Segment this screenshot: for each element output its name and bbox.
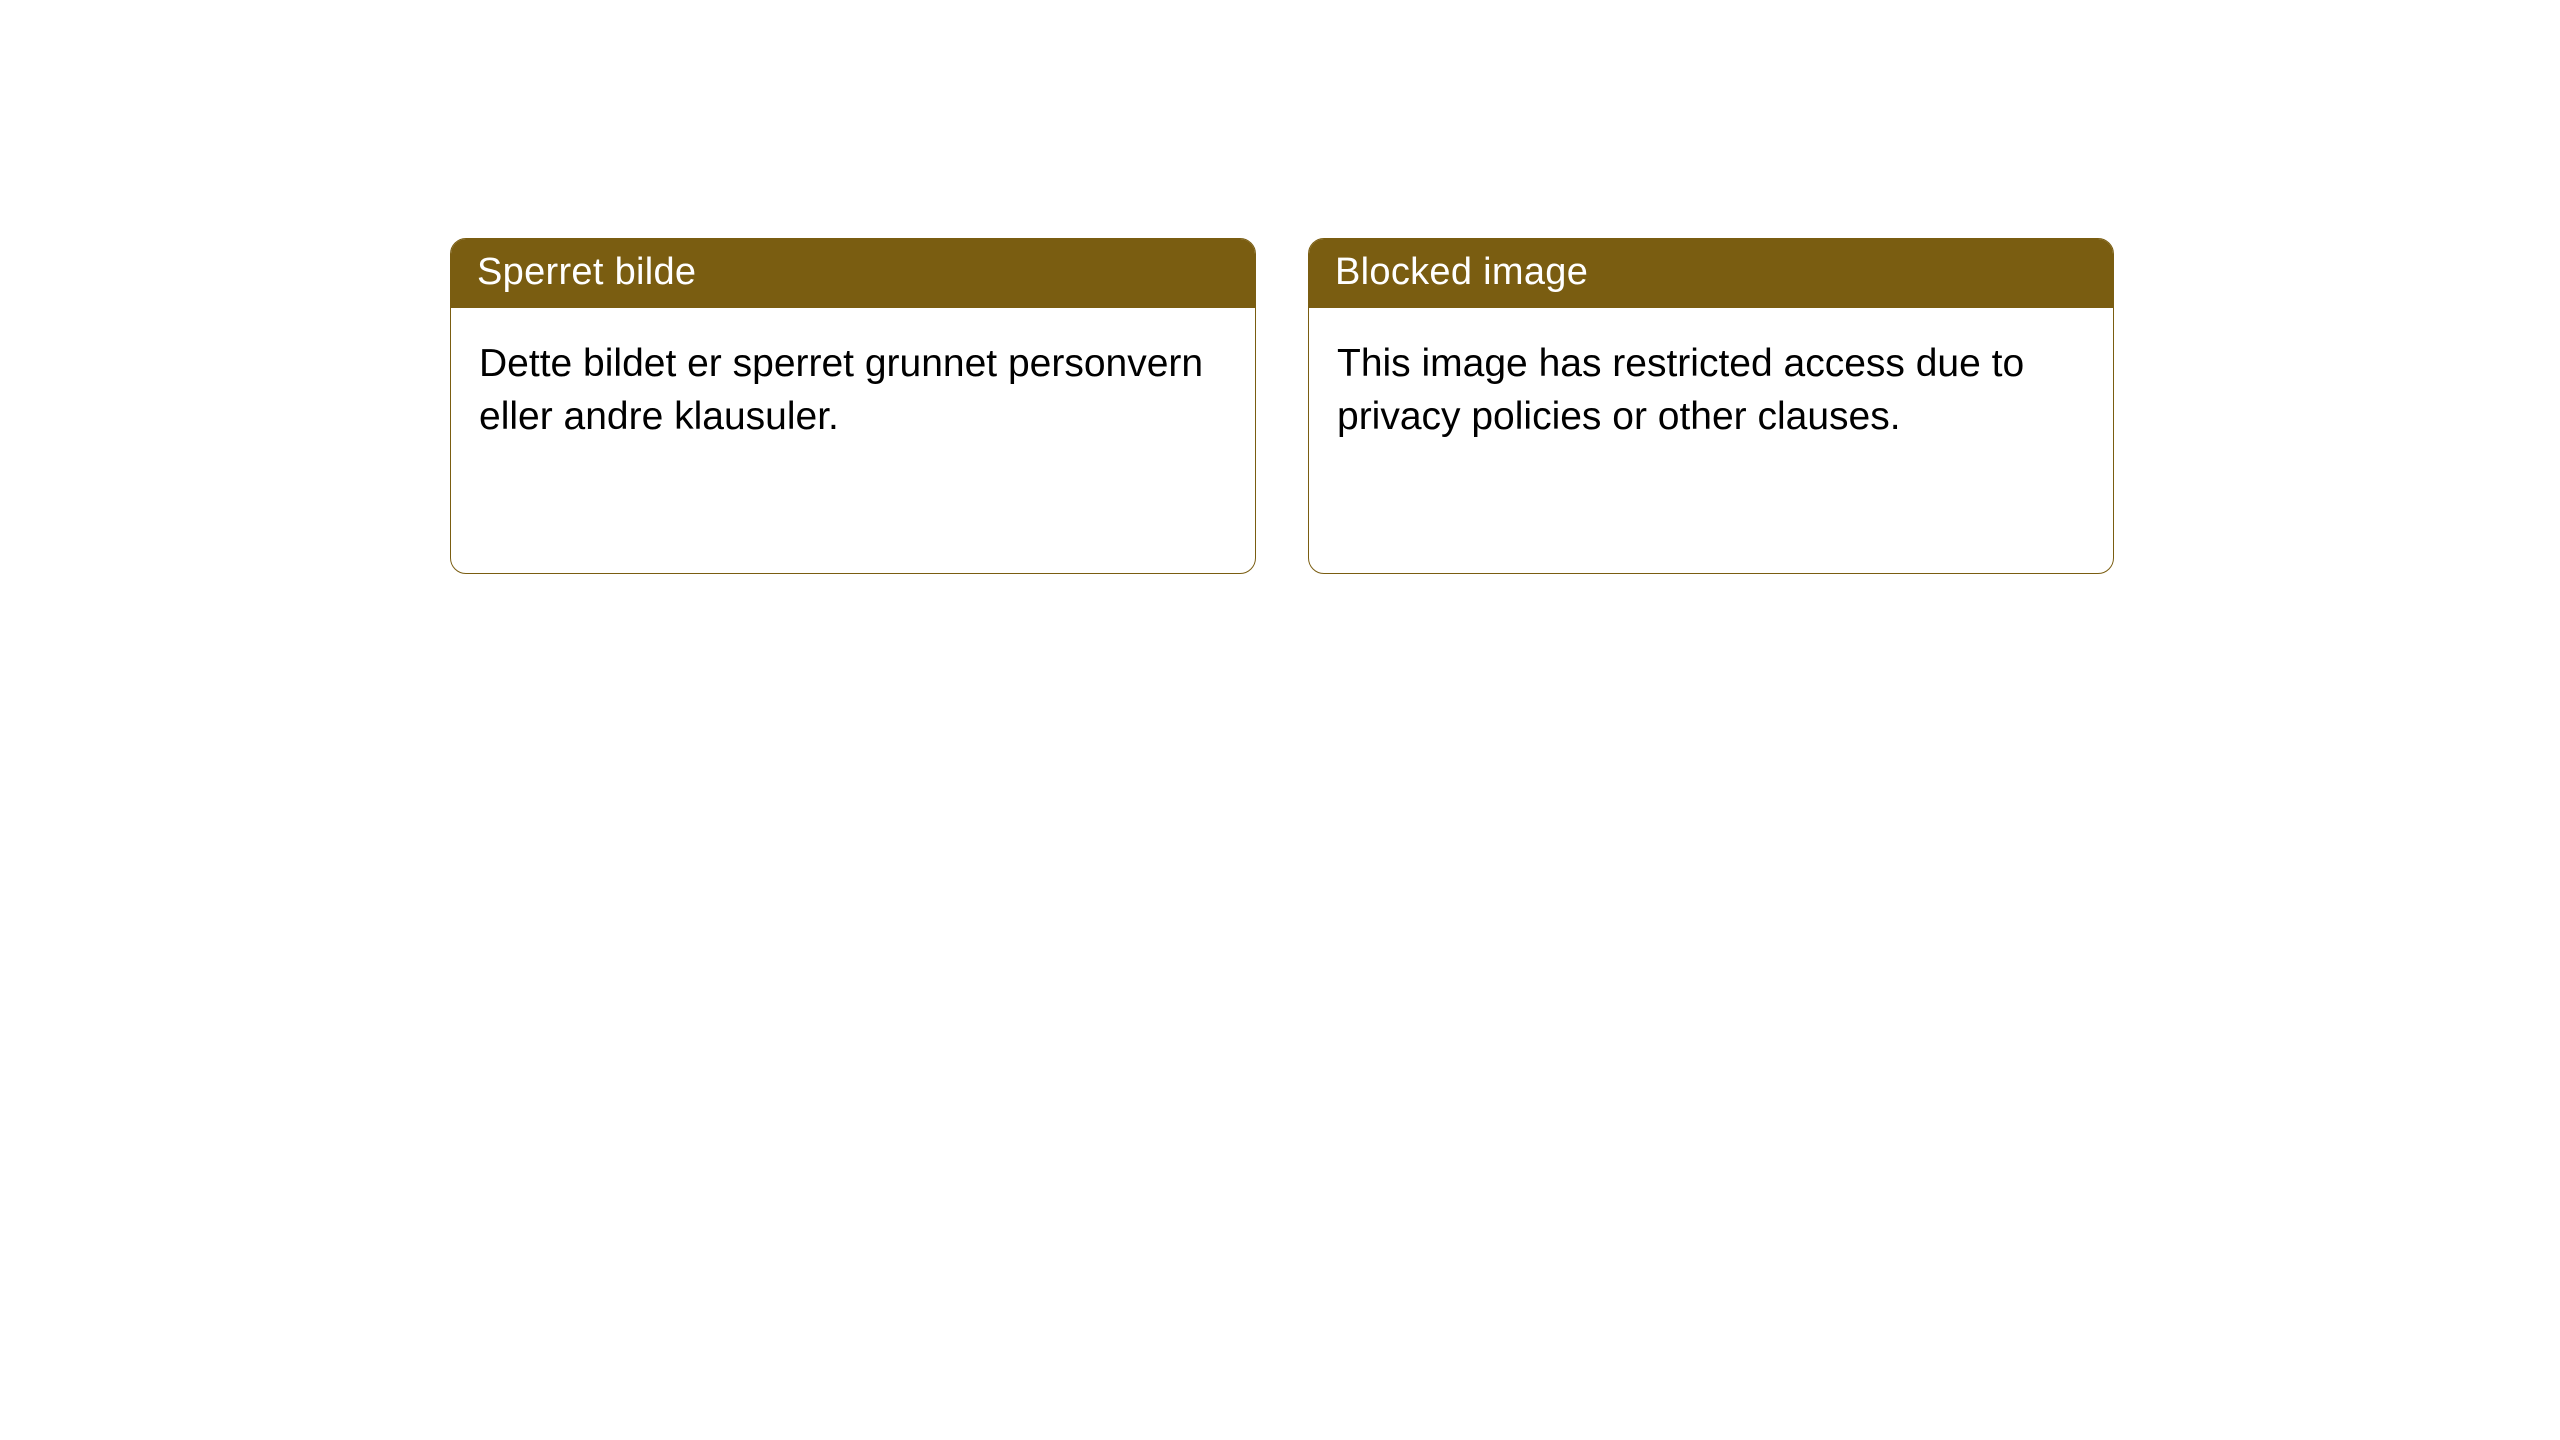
notice-container: Sperret bilde Dette bildet er sperret gr… [0,0,2560,574]
notice-header-no: Sperret bilde [451,239,1255,308]
notice-body-en: This image has restricted access due to … [1309,308,2113,473]
blocked-image-notice-no: Sperret bilde Dette bildet er sperret gr… [450,238,1256,574]
notice-body-no: Dette bildet er sperret grunnet personve… [451,308,1255,473]
blocked-image-notice-en: Blocked image This image has restricted … [1308,238,2114,574]
notice-header-en: Blocked image [1309,239,2113,308]
